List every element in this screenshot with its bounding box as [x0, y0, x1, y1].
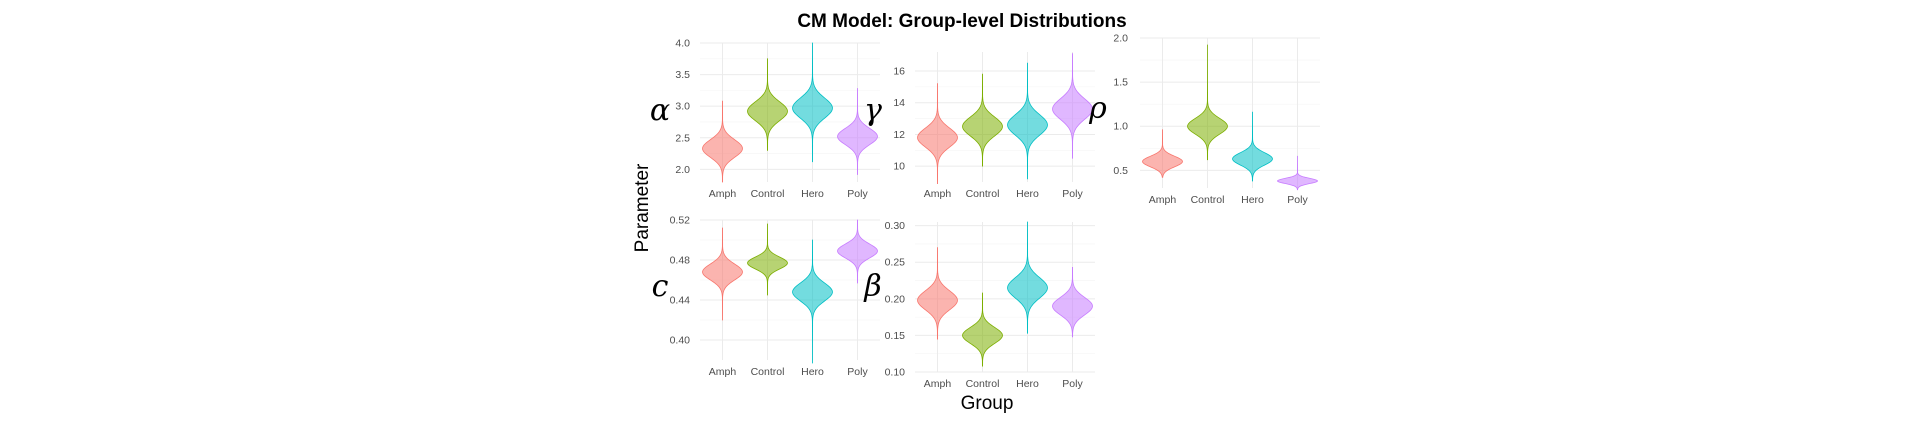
violin-gamma-amph: [917, 83, 958, 184]
y-tick-label: 0.10: [885, 367, 906, 379]
y-tick-label: 0.25: [885, 257, 906, 269]
x-tick-label: Poly: [1287, 194, 1308, 206]
x-tick-label: Hero: [1016, 188, 1039, 200]
y-tick-label: 0.40: [670, 335, 691, 347]
x-tick-label: Control: [1191, 194, 1225, 206]
x-tick-label: Amph: [924, 378, 952, 390]
y-tick-label: 16: [893, 66, 905, 78]
y-tick-label: 0.20: [885, 293, 906, 305]
violin-c-hero: [792, 239, 833, 364]
y-tick-label: 14: [893, 97, 905, 109]
x-tick-label: Amph: [924, 188, 952, 200]
y-tick-label: 1.5: [1113, 77, 1128, 89]
x-tick-label: Poly: [847, 366, 868, 378]
violin-c-poly: [837, 219, 878, 284]
violin-alpha-amph: [702, 100, 743, 183]
y-tick-label: 4.0: [675, 38, 690, 50]
x-tick-label: Control: [751, 188, 785, 200]
panel-label-rho: ρ: [1088, 91, 1107, 126]
x-axis-title: Group: [961, 393, 1014, 414]
violin-beta-control: [962, 292, 1003, 367]
x-tick-label: Amph: [709, 366, 737, 378]
y-axis-title: Parameter: [632, 163, 653, 252]
x-tick-label: Poly: [1062, 188, 1083, 200]
panel-rho: 0.5 1.0 1.5 2.0 Amph Control Hero Poly ρ: [1088, 33, 1320, 206]
x-tick-label: Poly: [847, 188, 868, 200]
y-tick-label: 3.0: [675, 101, 690, 113]
x-tick-label: Hero: [1016, 378, 1039, 390]
x-tick-label: Control: [751, 366, 785, 378]
violin-rho-poly: [1277, 155, 1318, 191]
x-tick-label: Hero: [801, 188, 824, 200]
y-tick-label: 0.52: [670, 215, 691, 227]
violin-gamma-poly: [1052, 53, 1093, 159]
violin-alpha-control: [747, 58, 788, 151]
x-tick-label: Amph: [1149, 194, 1177, 206]
y-tick-label: 0.44: [670, 295, 691, 307]
violin-gamma-hero: [1007, 62, 1048, 180]
y-tick-label: 2.5: [675, 132, 690, 144]
panel-label-c: c: [652, 269, 669, 304]
violin-alpha-hero: [792, 42, 833, 163]
y-tick-label: 1.0: [1113, 121, 1128, 133]
chart-title: CM Model: Group-level Distributions: [797, 11, 1126, 32]
y-tick-label: 0.15: [885, 330, 906, 342]
panel-c: 0.40 0.44 0.48 0.52 Amph Control Hero Poly c: [652, 215, 880, 378]
violin-c-amph: [702, 227, 743, 321]
y-tick-label: 10: [893, 161, 905, 173]
violin-gamma-control: [962, 73, 1003, 167]
panel-beta: 0.10 0.15 0.20 0.25 0.30 Amph Control Hero Poly β: [863, 220, 1095, 390]
x-tick-label: Control: [966, 378, 1000, 390]
x-tick-label: Hero: [801, 366, 824, 378]
panel-label-beta: β: [863, 269, 881, 304]
x-tick-label: Control: [966, 188, 1000, 200]
x-tick-label: Hero: [1241, 194, 1264, 206]
x-tick-label: Amph: [709, 188, 737, 200]
y-tick-label: 0.5: [1113, 165, 1128, 177]
y-tick-label: 0.30: [885, 220, 906, 232]
y-tick-label: 2.0: [675, 164, 690, 176]
panel-gamma: 10 12 14 16 Amph Control Hero Poly γ: [864, 52, 1095, 200]
violin-rho-control: [1187, 44, 1228, 161]
y-tick-label: 0.48: [670, 255, 691, 267]
violin-beta-poly: [1052, 266, 1093, 338]
x-tick-label: Poly: [1062, 378, 1083, 390]
y-tick-label: 3.5: [675, 69, 690, 81]
violin-rho-hero: [1232, 111, 1273, 182]
violin-c-control: [747, 223, 788, 296]
panel-alpha: 2.0 2.5 3.0 3.5 4.0 Amph Control Hero Poly α: [650, 38, 880, 200]
violin-rho-amph: [1142, 129, 1183, 178]
violin-beta-hero: [1007, 221, 1048, 334]
panel-label-gamma: γ: [864, 93, 882, 128]
y-tick-label: 12: [893, 129, 905, 141]
panel-label-alpha: α: [650, 93, 670, 128]
y-tick-label: 2.0: [1113, 33, 1128, 45]
violin-beta-amph: [917, 247, 958, 340]
violin-alpha-poly: [837, 88, 878, 175]
